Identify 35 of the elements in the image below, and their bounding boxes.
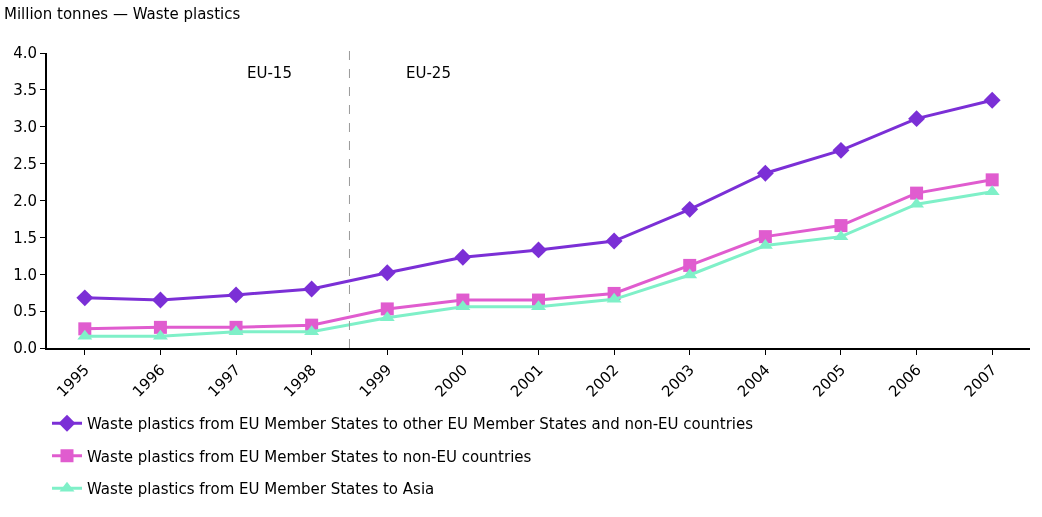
point xyxy=(683,258,697,272)
point xyxy=(530,241,547,259)
point xyxy=(378,264,396,282)
y-tick-label: 2.5 xyxy=(13,154,37,173)
y-tick-label: 3.5 xyxy=(13,81,37,100)
y-tick-label: 1.0 xyxy=(13,265,37,284)
point xyxy=(454,248,472,266)
y-axis-title: Million tonnes — Waste plastics xyxy=(4,5,241,23)
y-tick-label: 3.0 xyxy=(13,118,37,136)
point xyxy=(758,230,772,244)
legend-label: Waste plastics from EU Member States to Asia xyxy=(87,480,435,499)
point xyxy=(756,164,774,182)
point xyxy=(834,219,848,233)
y-tick-label: 1.5 xyxy=(13,228,37,247)
point xyxy=(605,232,623,250)
annotation: EU-15 xyxy=(247,64,292,82)
legend-label: Waste plastics from EU Member States to other EU Member States and non-EU countries xyxy=(87,415,754,434)
legend-label: Waste plastics from EU Member States to non-EU countries xyxy=(87,447,532,466)
y-tick-label: 4.0 xyxy=(13,44,37,63)
point xyxy=(151,291,169,309)
point xyxy=(832,141,850,159)
annotation: EU-25 xyxy=(406,64,451,82)
point xyxy=(985,173,999,187)
point xyxy=(910,186,924,200)
y-tick-label: 0.5 xyxy=(13,302,37,321)
point xyxy=(908,110,926,128)
point xyxy=(380,302,394,316)
point xyxy=(983,91,1001,109)
point xyxy=(153,320,167,334)
point xyxy=(227,286,245,304)
y-tick-label: 2.0 xyxy=(13,191,37,210)
point xyxy=(303,280,321,298)
y-tick-label: 0.0 xyxy=(13,339,37,358)
point xyxy=(76,289,94,307)
point xyxy=(681,200,699,218)
